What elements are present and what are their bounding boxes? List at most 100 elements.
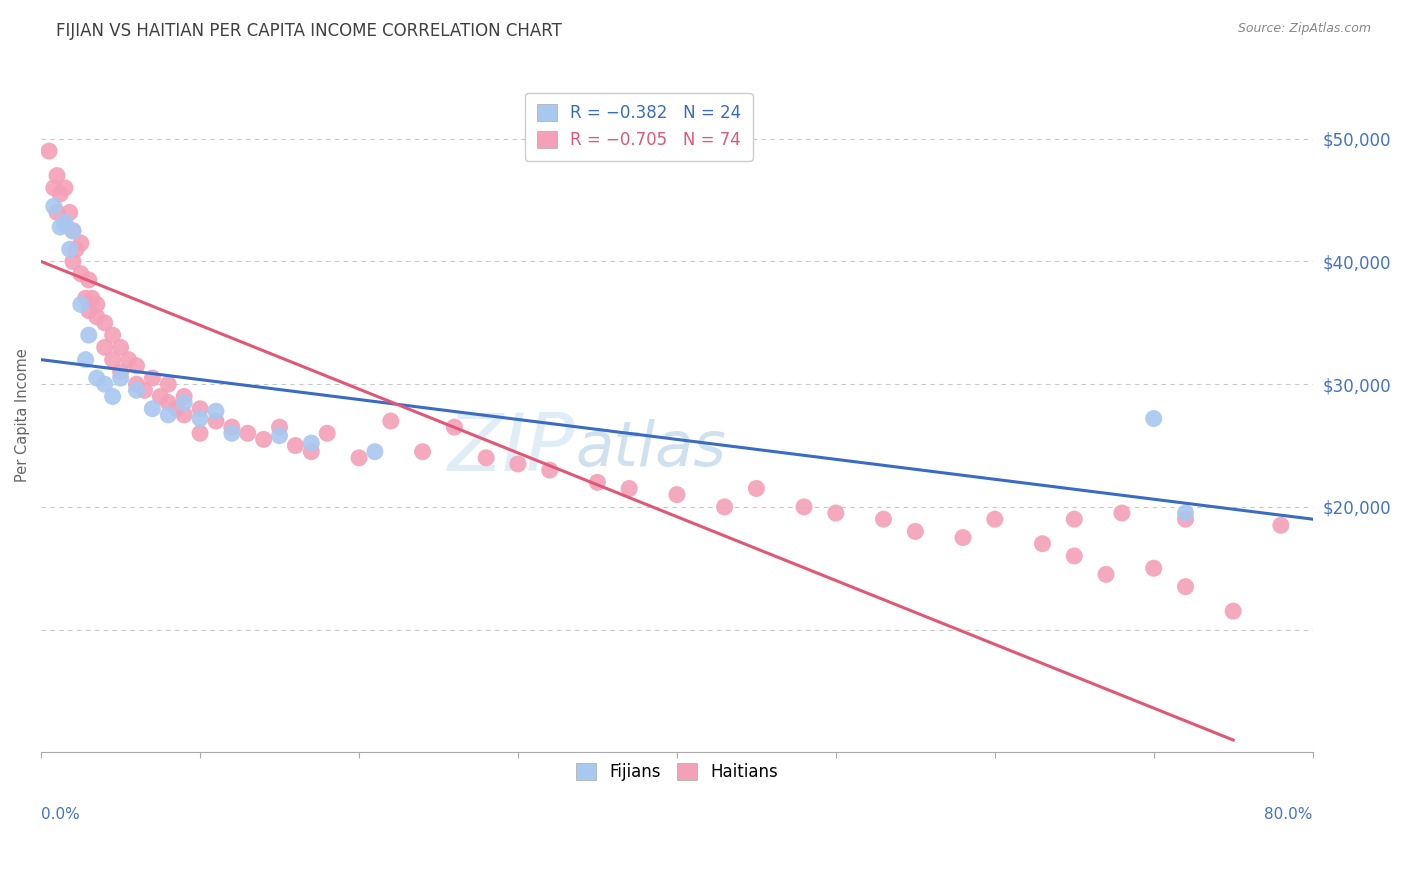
- Point: [86, 310, 108, 324]
- Point: [904, 524, 927, 539]
- Point: [75, 291, 97, 305]
- Point: [62, 254, 84, 268]
- Point: [1174, 506, 1197, 520]
- Text: Source: ZipAtlas.com: Source: ZipAtlas.com: [1237, 22, 1371, 36]
- Point: [125, 384, 148, 398]
- Point: [475, 450, 498, 465]
- Point: [619, 482, 641, 496]
- Point: [157, 408, 180, 422]
- Text: FIJIAN VS HAITIAN PER CAPITA INCOME CORRELATION CHART: FIJIAN VS HAITIAN PER CAPITA INCOME CORR…: [56, 22, 562, 40]
- Point: [59, 205, 82, 219]
- Point: [299, 436, 322, 450]
- Point: [80, 291, 103, 305]
- Point: [1031, 537, 1053, 551]
- Point: [236, 426, 259, 441]
- Point: [93, 340, 115, 354]
- Point: [793, 500, 815, 514]
- Point: [364, 444, 387, 458]
- Point: [141, 371, 163, 385]
- Point: [59, 242, 82, 256]
- Point: [62, 224, 84, 238]
- Point: [134, 384, 156, 398]
- Point: [70, 236, 93, 251]
- Point: [70, 297, 93, 311]
- Point: [188, 401, 211, 416]
- Point: [188, 411, 211, 425]
- Point: [46, 205, 69, 219]
- Point: [347, 450, 370, 465]
- Point: [1063, 512, 1085, 526]
- Point: [316, 426, 339, 441]
- Point: [117, 352, 139, 367]
- Point: [1063, 549, 1085, 563]
- Point: [149, 389, 172, 403]
- Point: [1174, 580, 1197, 594]
- Point: [412, 444, 434, 458]
- Point: [93, 316, 115, 330]
- Point: [173, 408, 195, 422]
- Point: [299, 444, 322, 458]
- Point: [205, 414, 228, 428]
- Point: [269, 420, 291, 434]
- Point: [173, 389, 195, 403]
- Point: [173, 395, 195, 409]
- Point: [188, 426, 211, 441]
- Point: [586, 475, 609, 490]
- Point: [506, 457, 529, 471]
- Point: [86, 371, 108, 385]
- Point: [1143, 561, 1166, 575]
- Text: atlas: atlas: [575, 418, 725, 479]
- Point: [1270, 518, 1292, 533]
- Point: [284, 438, 307, 452]
- Point: [1174, 512, 1197, 526]
- Point: [157, 395, 180, 409]
- Text: 80.0%: 80.0%: [1264, 807, 1313, 822]
- Point: [53, 218, 76, 232]
- Point: [77, 273, 100, 287]
- Point: [42, 199, 65, 213]
- Point: [1143, 411, 1166, 425]
- Point: [713, 500, 735, 514]
- Point: [42, 181, 65, 195]
- Point: [872, 512, 894, 526]
- Point: [101, 328, 124, 343]
- Point: [665, 488, 688, 502]
- Point: [443, 420, 465, 434]
- Point: [110, 371, 132, 385]
- Point: [221, 420, 243, 434]
- Point: [101, 389, 124, 403]
- Point: [269, 428, 291, 442]
- Point: [984, 512, 1007, 526]
- Point: [141, 401, 163, 416]
- Point: [110, 365, 132, 379]
- Point: [952, 531, 974, 545]
- Point: [46, 169, 69, 183]
- Y-axis label: Per Capita Income: Per Capita Income: [15, 348, 30, 482]
- Point: [75, 352, 97, 367]
- Point: [53, 215, 76, 229]
- Point: [1111, 506, 1133, 520]
- Point: [745, 482, 768, 496]
- Point: [70, 267, 93, 281]
- Point: [824, 506, 846, 520]
- Point: [1095, 567, 1118, 582]
- Point: [49, 186, 72, 201]
- Point: [65, 242, 87, 256]
- Point: [62, 224, 84, 238]
- Text: 0.0%: 0.0%: [41, 807, 80, 822]
- Point: [110, 340, 132, 354]
- Point: [221, 426, 243, 441]
- Point: [101, 352, 124, 367]
- Point: [125, 377, 148, 392]
- Point: [77, 303, 100, 318]
- Point: [380, 414, 402, 428]
- Point: [253, 433, 276, 447]
- Point: [77, 328, 100, 343]
- Legend: Fijians, Haitians: Fijians, Haitians: [569, 756, 785, 788]
- Point: [38, 144, 60, 158]
- Point: [1222, 604, 1244, 618]
- Point: [93, 377, 115, 392]
- Text: ZIP: ZIP: [447, 409, 575, 488]
- Point: [157, 377, 180, 392]
- Point: [538, 463, 561, 477]
